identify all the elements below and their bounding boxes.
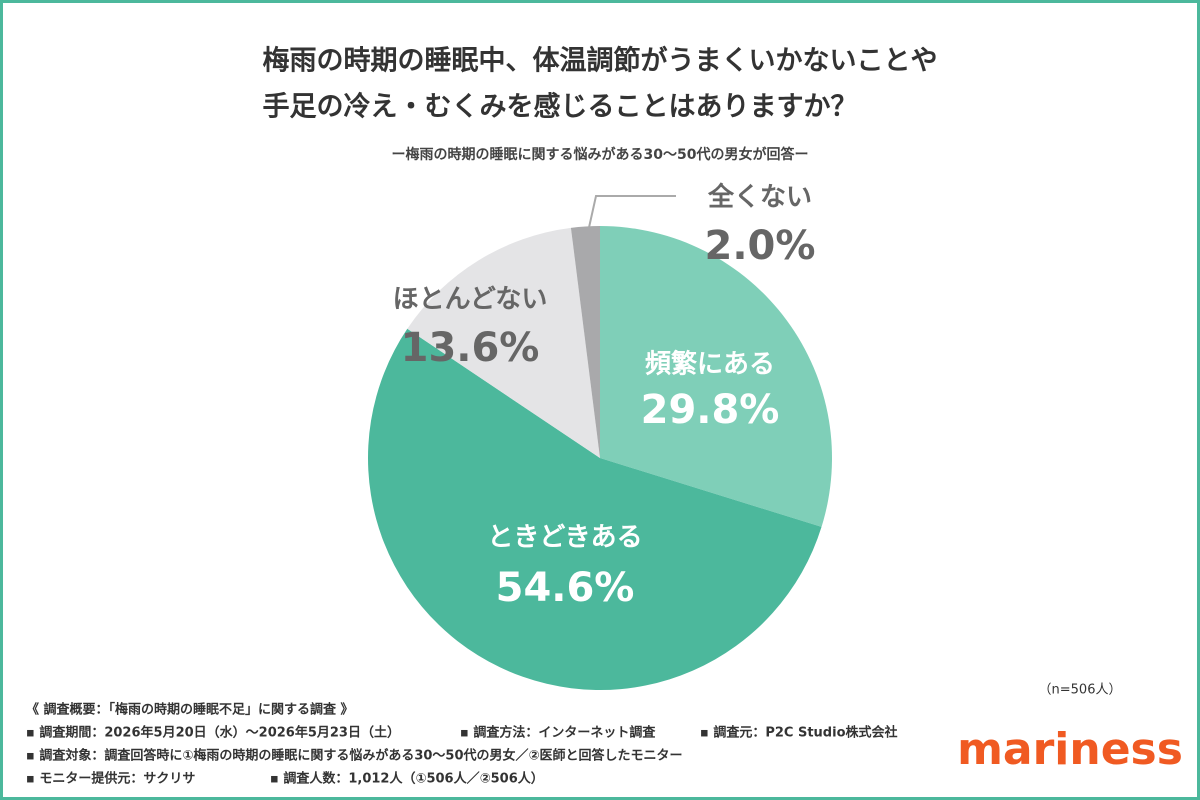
slice-label: 頻繁にある: [645, 349, 775, 380]
footer-line: ▪ 調査対象：調査回答時に①梅雨の時期の睡眠に関する悩みがある30〜50代の男女…: [26, 748, 683, 764]
chart-title: 手足の冷え・むくみを感じることはありますか？: [262, 91, 857, 123]
footer-heading: 《 調査概要：「梅雨の時期の睡眠不足」に関する調査 》: [26, 702, 354, 718]
pie-slice: [367, 328, 822, 691]
slice-value-label: 29.8%: [641, 387, 780, 433]
slice-value-label: 54.6%: [496, 565, 635, 611]
pie-slice: [600, 226, 832, 527]
chart-title: 梅雨の時期の睡眠中、体温調節がうまくいかないことや: [263, 45, 938, 77]
slice-label: ほとんどない: [393, 285, 548, 315]
footer-line: ▪ 調査人数：1,012人（①506人／②506人）: [270, 771, 544, 787]
chart-subtitle: ー梅雨の時期の睡眠に関する悩みがある30〜50代の男女が回答ー: [392, 146, 809, 163]
sample-note: （n=506人）: [1039, 683, 1122, 698]
footer-line: ▪ 調査元：P2C Studio株式会社: [700, 725, 898, 741]
footer-line: ▪ 調査方法：インターネット調査: [460, 725, 656, 741]
slice-value-label: 13.6%: [401, 325, 540, 371]
logo: mariness: [957, 724, 1183, 775]
slice-label: ときどきある: [487, 523, 642, 553]
slice-value-label: 2.0%: [705, 223, 816, 269]
pie-slice: [407, 227, 600, 458]
pie-slice: [570, 226, 600, 458]
footer-line: ▪ モニター提供元：サクリサ: [26, 771, 195, 787]
footer-line: ▪ 調査期間：2026年5月20日（水）〜2026年5月23日（土）: [26, 725, 400, 741]
slice-label: 全くない: [707, 182, 812, 213]
leader-line: [587, 195, 676, 233]
